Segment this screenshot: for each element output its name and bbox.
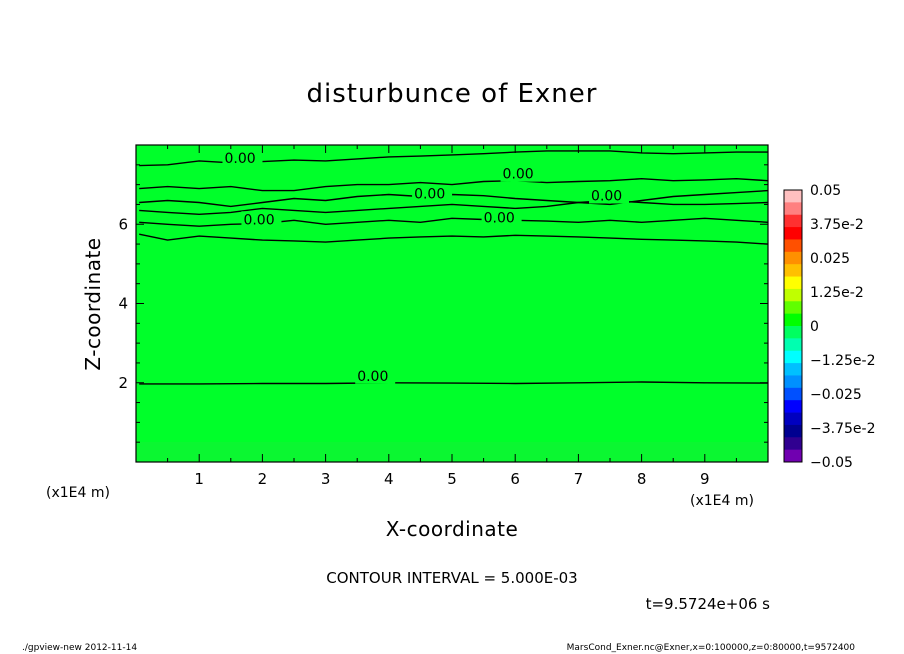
field-shade-bottom xyxy=(136,442,768,462)
colorbar-swatch xyxy=(784,387,802,401)
contour-label: 0.00 xyxy=(243,212,274,228)
colorbar-swatch xyxy=(784,264,802,277)
colorbar-swatch xyxy=(784,400,802,413)
contour-label-bg xyxy=(589,187,630,204)
colorbar-swatch xyxy=(784,251,802,265)
x-tick-label: 1 xyxy=(194,470,204,488)
colorbar-swatch xyxy=(784,276,802,290)
colorbar-label: 0 xyxy=(810,319,819,335)
contour-line xyxy=(139,233,769,245)
colorbar-label: −1.25e-2 xyxy=(810,353,875,369)
colorbar-label: 0.025 xyxy=(810,251,850,267)
contour-lines xyxy=(139,150,769,385)
contour-label: 0.00 xyxy=(484,210,515,226)
colorbar-swatch xyxy=(784,437,802,451)
y-tick-label: 6 xyxy=(118,215,128,233)
colorbar-swatch xyxy=(784,239,802,253)
contour-interval-note: CONTOUR INTERVAL = 5.000E-03 xyxy=(326,569,577,587)
colorbar-swatch xyxy=(784,301,802,315)
colorbar-label: −0.05 xyxy=(810,455,853,471)
colorbar-swatch xyxy=(784,350,802,364)
colorbar: 0.05 3.75e-2 0.025 1.25e-2 0 −1.25e-2 −0.025 −3… xyxy=(783,183,875,471)
contour-label-bg xyxy=(355,367,396,384)
y-axis-unit: (x1E4 m) xyxy=(46,485,110,501)
colorbar-label: 3.75e-2 xyxy=(810,217,864,233)
x-tick-label: 2 xyxy=(258,470,268,488)
contour-label: 0.00 xyxy=(591,188,622,204)
chart-title: disturbunce of Exner xyxy=(307,79,598,109)
y-tick-label: 2 xyxy=(118,374,128,392)
x-tick-label: 3 xyxy=(321,470,331,488)
colorbar-swatch xyxy=(784,214,802,228)
colorbar-swatch xyxy=(784,412,802,426)
contour-label-bg xyxy=(412,185,453,202)
colorbar-swatch xyxy=(784,449,802,463)
colorbar-swatch xyxy=(784,363,802,376)
x-axis: 1 2 3 4 5 6 7 8 9 xyxy=(167,145,737,488)
contour-line xyxy=(139,217,769,227)
y-tick-label: 4 xyxy=(118,295,128,313)
colorbar-swatch xyxy=(784,375,802,389)
colorbar-swatch xyxy=(784,424,802,438)
colorbar-swatch xyxy=(784,202,802,216)
footer-right: MarsCond_Exner.nc@Exner,x=0:100000,z=0:8… xyxy=(567,643,856,653)
footer-left: ./gpview-new 2012-11-14 xyxy=(22,643,137,653)
colorbar-label: 0.05 xyxy=(810,183,841,199)
y-axis-title: Z-coordinate xyxy=(81,237,105,370)
contour-line xyxy=(139,381,769,385)
contour-label: 0.00 xyxy=(414,186,445,202)
x-tick-label: 9 xyxy=(700,470,710,488)
plot-area: 0.00 0.00 0.00 0.00 0.00 0.00 0.00 xyxy=(135,144,769,463)
colorbar-frame xyxy=(783,189,803,463)
colorbar-swatch xyxy=(784,190,802,203)
colorbar-swatch xyxy=(784,288,802,302)
contour-labels: 0.00 0.00 0.00 0.00 0.00 0.00 0.00 xyxy=(222,149,630,385)
x-axis-unit: (x1E4 m) xyxy=(690,493,754,509)
x-tick-label: 7 xyxy=(574,470,584,488)
colorbar-swatch xyxy=(784,326,802,339)
y-axis: 2 4 6 xyxy=(118,164,768,443)
contour-label: 0.00 xyxy=(224,151,255,167)
x-tick-label: 4 xyxy=(384,470,394,488)
x-tick-label: 8 xyxy=(637,470,647,488)
contour-label-bg xyxy=(481,209,522,226)
colorbar-swatch xyxy=(784,227,802,240)
time-stamp: t=9.5724e+06 s xyxy=(646,595,771,613)
colorbar-label: −0.025 xyxy=(810,387,862,403)
contour-label-bg xyxy=(500,165,541,182)
x-tick-label: 5 xyxy=(447,470,457,488)
contour-label-bg xyxy=(241,211,282,228)
x-axis-title: X-coordinate xyxy=(386,517,519,541)
contour-label: 0.00 xyxy=(357,369,388,385)
contour-label-bg xyxy=(222,149,263,166)
contour-line xyxy=(139,177,769,192)
colorbar-label: 1.25e-2 xyxy=(810,285,864,301)
contour-label: 0.00 xyxy=(503,167,534,183)
contour-line xyxy=(139,199,769,216)
colorbar-label: −3.75e-2 xyxy=(810,421,875,437)
colorbar-swatch xyxy=(784,338,802,352)
x-tick-label: 6 xyxy=(510,470,520,488)
colorbar-swatch xyxy=(784,313,802,327)
